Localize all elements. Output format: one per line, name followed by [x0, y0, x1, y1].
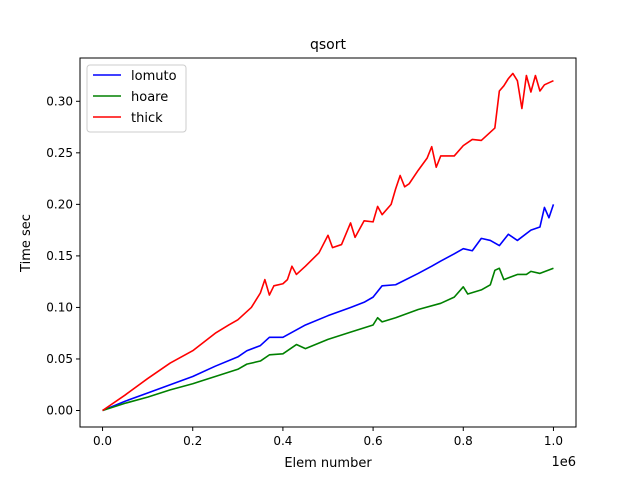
- y-tick-label: 0.30: [46, 94, 73, 108]
- y-tick-label: 0.25: [46, 146, 73, 160]
- x-tick-label: 0.2: [183, 434, 202, 448]
- legend: lomuto hoare thick: [86, 64, 187, 133]
- y-tick-label: 0.15: [46, 249, 73, 263]
- y-tick-label: 0.05: [46, 352, 73, 366]
- y-axis-ticks: 0.00 0.05 0.10 0.15 0.20 0.25 0.30: [46, 94, 80, 418]
- x-tick-label: 1.0: [544, 434, 563, 448]
- legend-label-thick: thick: [131, 111, 163, 126]
- x-tick-label: 0.8: [454, 434, 473, 448]
- legend-entries: lomuto hoare thick: [93, 69, 177, 126]
- legend-label-lomuto: lomuto: [131, 69, 177, 84]
- y-axis-label: Time sec: [19, 214, 34, 273]
- x-tick-label: 0.4: [273, 434, 292, 448]
- chart-title: qsort: [310, 37, 347, 53]
- x-axis-label: Elem number: [284, 456, 372, 471]
- series-line-thick: [102, 72, 554, 412]
- plot-series: [102, 72, 555, 412]
- plot-frame: [79, 57, 577, 428]
- legend-label-hoare: hoare: [131, 90, 168, 105]
- y-tick-label: 0.10: [46, 300, 73, 314]
- y-tick-label: 0.20: [46, 197, 73, 211]
- x-axis-ticks: 0.0 0.2 0.4 0.6 0.8 1.0: [93, 427, 563, 448]
- x-axis-offset-label: 1e6: [551, 455, 576, 470]
- y-tick-label: 0.00: [46, 404, 73, 418]
- x-tick-label: 0.6: [364, 434, 383, 448]
- legend-box: [86, 64, 187, 133]
- series-line-hoare: [102, 267, 554, 412]
- series-line-lomuto: [102, 204, 555, 412]
- x-tick-label: 0.0: [93, 434, 112, 448]
